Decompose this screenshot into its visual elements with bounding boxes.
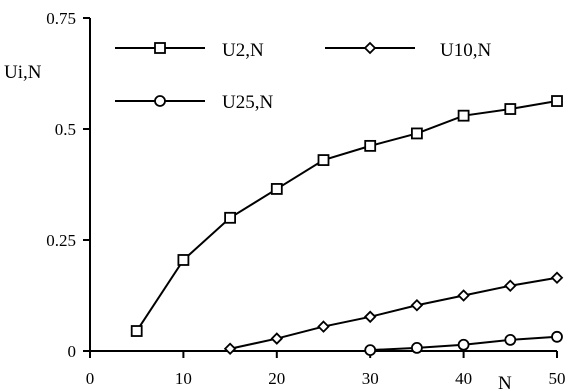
data-point (317, 154, 330, 166)
x-axis-title: N (498, 373, 512, 391)
legend-label: U10,N (440, 40, 491, 61)
data-point (177, 254, 190, 266)
data-point (410, 127, 423, 140)
legend-marker (154, 95, 166, 107)
x-tick-label: 30 (362, 369, 379, 388)
data-point (551, 330, 563, 343)
data-point (457, 289, 470, 302)
legend-marker (363, 41, 377, 55)
data-point (223, 342, 237, 356)
series-circle (364, 330, 563, 357)
data-point (550, 271, 564, 285)
legend: U2,N U10,N U25,N (115, 40, 491, 113)
legend-item: U10,N (325, 40, 491, 61)
data-point (364, 344, 377, 357)
data-point (504, 333, 517, 346)
data-point (130, 325, 143, 337)
legend-label: U2,N (222, 40, 264, 61)
x-tick-label: 40 (455, 369, 472, 388)
data-point (364, 139, 377, 152)
y-tick-label: 0.75 (46, 9, 76, 28)
series-diamond (223, 271, 564, 356)
data-point (457, 338, 470, 351)
legend-item: U2,N (115, 40, 264, 61)
data-point (317, 320, 330, 333)
y-axis-title: Ui,N (4, 62, 42, 83)
x-tick-label: 10 (175, 369, 192, 388)
data-point (363, 310, 377, 324)
legend-label: U25,N (222, 92, 273, 113)
legend-item: U25,N (115, 92, 273, 113)
data-point (270, 183, 283, 195)
series-layer (130, 95, 564, 357)
data-point (410, 298, 424, 312)
x-tick-label: 20 (268, 369, 285, 388)
data-point (551, 95, 563, 107)
y-tick-label: 0.5 (55, 120, 76, 139)
data-point (504, 103, 517, 115)
data-point (270, 332, 284, 345)
series-line (135, 100, 558, 332)
data-point (224, 211, 237, 224)
data-point (410, 341, 423, 354)
axes (89, 18, 557, 352)
data-point (457, 109, 470, 122)
y-tick-label: 0.25 (46, 231, 76, 250)
x-tick-label: 0 (86, 369, 95, 388)
series-square (130, 95, 563, 337)
series-line (229, 276, 558, 350)
legend-marker (154, 42, 166, 54)
x-tick-label: 50 (549, 369, 566, 388)
y-tick-label: 0 (68, 342, 77, 361)
ticks: 0 10 20 30 40 50 0 0.25 0.5 0.75 (46, 9, 565, 388)
data-point (504, 279, 517, 293)
